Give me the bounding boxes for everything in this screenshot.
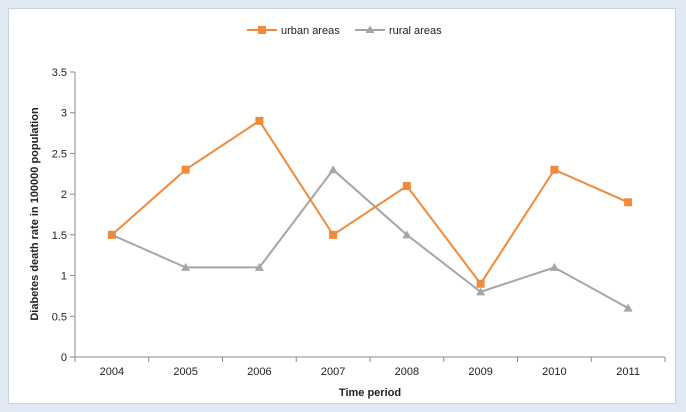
data-point-rural [181, 262, 191, 271]
chart-frame [8, 8, 676, 404]
x-tick-label: 2008 [395, 366, 419, 378]
data-point-rural [476, 287, 486, 296]
y-tick-label: 3.5 [52, 67, 67, 79]
data-point-urban [255, 116, 264, 125]
data-point-urban [402, 182, 411, 190]
data-point-rural [549, 262, 559, 271]
x-ticks: 2004 2005 2006 2007 2008 2009 2010 2011 [74, 357, 666, 378]
x-tick-label: 2005 [173, 366, 197, 378]
y-tick-label: 1 [61, 271, 67, 283]
legend-urban-label: urban areas [281, 25, 340, 37]
x-tick-label: 2006 [247, 366, 271, 378]
data-point-rural [402, 230, 412, 239]
data-point-rural [254, 262, 264, 271]
series-line-urban [111, 119, 629, 286]
legend-item-urban: urban areas [247, 25, 340, 37]
y-tick-label: 2.5 [52, 148, 67, 160]
legend-rural-marker [365, 25, 375, 33]
legend: urban areas rural areas [247, 25, 442, 37]
x-tick-label: 2011 [616, 366, 640, 378]
legend-item-rural: rural areas [355, 25, 442, 37]
y-tick-label: 3 [61, 108, 67, 120]
data-point-urban [624, 198, 633, 207]
y-tick-label: 1.5 [52, 230, 67, 242]
x-tick-label: 2007 [321, 366, 345, 378]
data-point-rural [328, 165, 338, 174]
series-urban [107, 116, 633, 288]
series-line-rural [111, 168, 629, 310]
data-point-rural [623, 303, 633, 312]
y-tick-label: 0.5 [52, 311, 67, 323]
y-tick-label: 2 [61, 189, 67, 201]
data-point-urban [550, 165, 559, 174]
legend-urban-marker [258, 26, 266, 34]
y-tick-label: 0 [61, 352, 67, 364]
x-tick-label: 2010 [542, 366, 566, 378]
x-tick-label: 2004 [100, 366, 124, 378]
y-axis-title: Diabetes death rate in 100000 population [29, 107, 41, 321]
data-point-urban [329, 230, 338, 239]
x-tick-label: 2009 [468, 366, 492, 378]
series-layer [107, 116, 633, 312]
x-axis-title: Time period [339, 387, 401, 399]
y-ticks: 0 0.5 1 1.5 2 2.5 3 3.5 [52, 67, 75, 364]
data-point-urban [107, 230, 116, 239]
data-point-urban [181, 165, 190, 174]
series-rural [107, 165, 633, 312]
legend-rural-label: rural areas [389, 25, 442, 37]
data-point-urban [476, 279, 485, 288]
